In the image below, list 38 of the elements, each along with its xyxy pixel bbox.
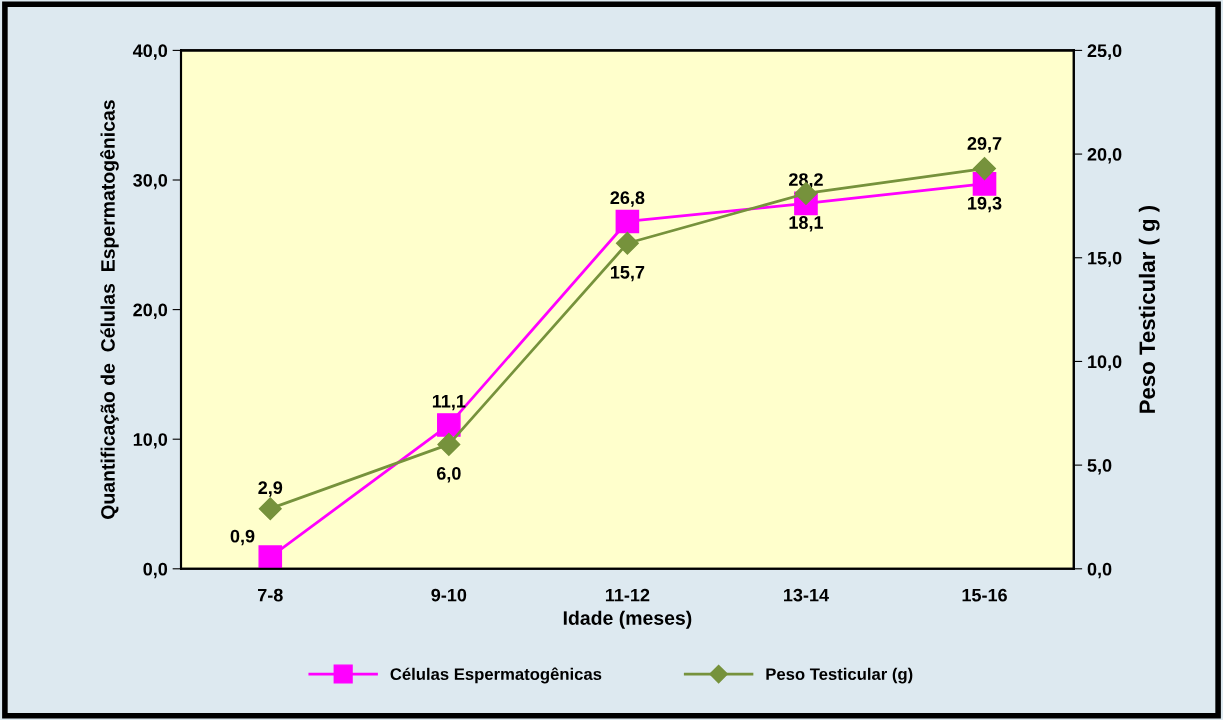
x-tick-label: 15-16: [962, 588, 1007, 602]
point: [615, 209, 640, 234]
point: [258, 497, 282, 521]
data-label: 19,3: [968, 196, 1002, 213]
y2-tick-label: 15,0: [1088, 251, 1122, 268]
y-tick-label: 40,0: [132, 44, 168, 60]
y-tick-label: 0,0: [143, 562, 168, 579]
data-label: 6,0: [436, 467, 461, 483]
x-tick-label: 7-8: [258, 588, 283, 602]
legend-label: Células Espermatogênicas: [390, 667, 602, 684]
point: [437, 432, 461, 456]
point: [615, 231, 639, 255]
data-label: 28,2: [789, 173, 823, 189]
data-label: 0,9: [230, 529, 255, 546]
y-tick-label: 20,0: [133, 303, 168, 319]
x-axis-title: Idade (meses): [563, 610, 692, 629]
y2-tick-label: 5,0: [1087, 459, 1112, 475]
y-axis-title: Quantificação de Células Espermatogênicas: [100, 100, 119, 519]
y2-tick-label: 25,0: [1087, 44, 1122, 60]
y2-tick-label: 20,0: [1087, 148, 1122, 164]
y2-axis-title: Peso Testicular ( g ): [1138, 205, 1160, 413]
data-label: 2,9: [258, 481, 283, 497]
data-label: 26,8: [610, 191, 645, 207]
data-label: 15,7: [610, 266, 645, 282]
data-label: 18,1: [789, 216, 824, 232]
point: [437, 413, 461, 437]
y-tick-label: 10,0: [133, 433, 168, 449]
y2-tick-label: 0,0: [1087, 562, 1112, 579]
point: [973, 157, 997, 181]
y2-tick-label: 10,0: [1088, 355, 1122, 371]
point: [258, 545, 283, 569]
x-tick-label: 9-10: [431, 588, 467, 602]
x-tick-label: 11-12: [605, 588, 650, 602]
data-label: 29,7: [967, 137, 1002, 153]
data-label: 11,1: [432, 394, 466, 411]
legend-label: Peso Testicular (g): [766, 667, 913, 684]
y-tick-label: 30,0: [133, 173, 168, 190]
x-tick-label: 13-14: [784, 588, 829, 602]
